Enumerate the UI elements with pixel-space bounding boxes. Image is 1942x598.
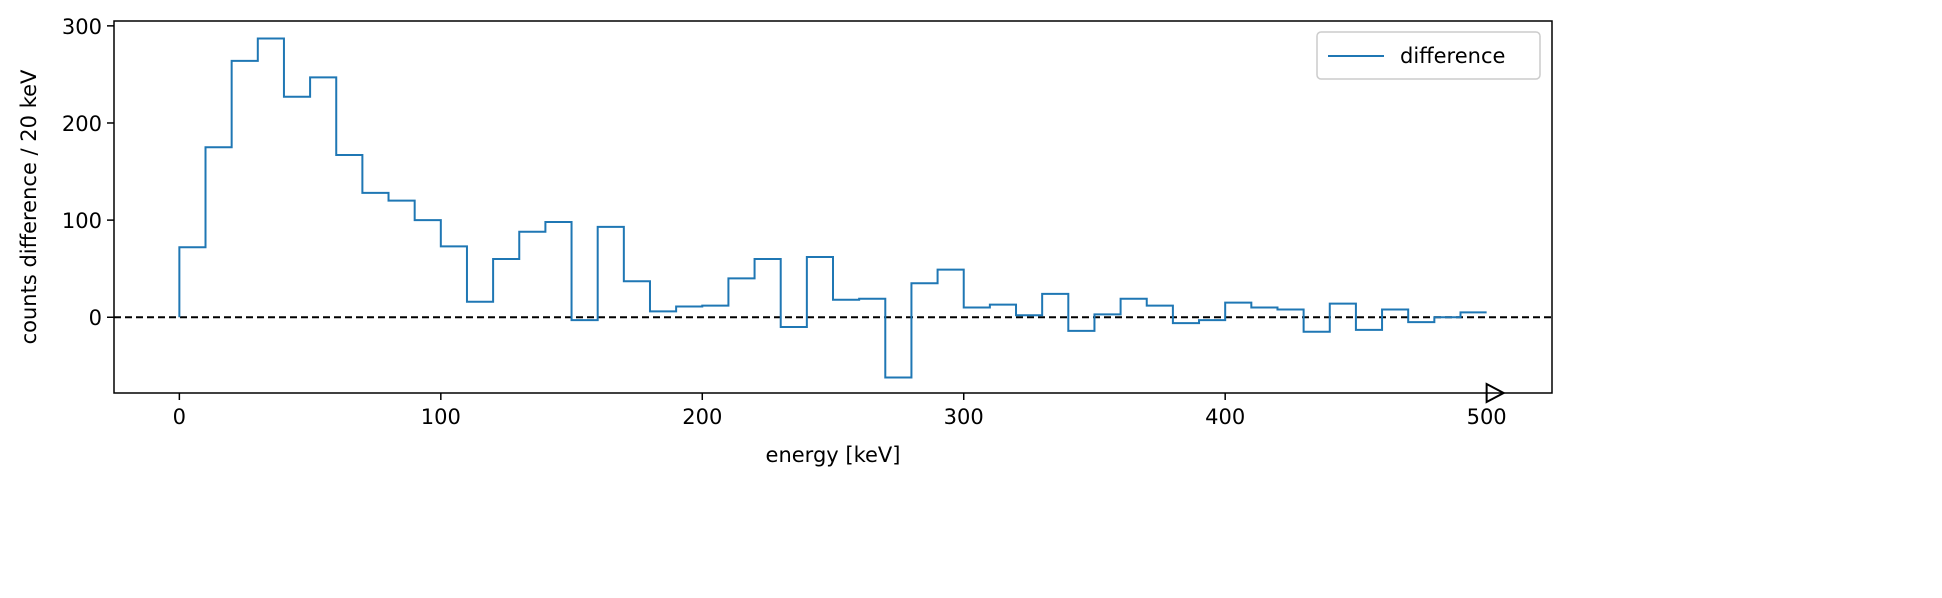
legend-label: difference [1400,44,1505,68]
y-axis-label: counts difference / 20 keV [17,69,41,344]
y-tick-label: 0 [89,306,102,330]
y-tick-label: 200 [62,112,102,136]
x-tick-label: 100 [421,405,461,429]
series-difference-step [178,37,1487,379]
x-tick-label: 200 [682,405,722,429]
x-tick-label: 400 [1205,405,1245,429]
legend: difference [1316,31,1541,80]
y-tick-label: 300 [62,15,102,39]
x-tick-label: 500 [1467,405,1507,429]
x-tick-label: 300 [944,405,984,429]
y-tick-label: 100 [62,209,102,233]
x-axis-label: energy [keV] [766,443,901,467]
x-tick-label: 0 [173,405,186,429]
plot-frame [113,20,1553,394]
